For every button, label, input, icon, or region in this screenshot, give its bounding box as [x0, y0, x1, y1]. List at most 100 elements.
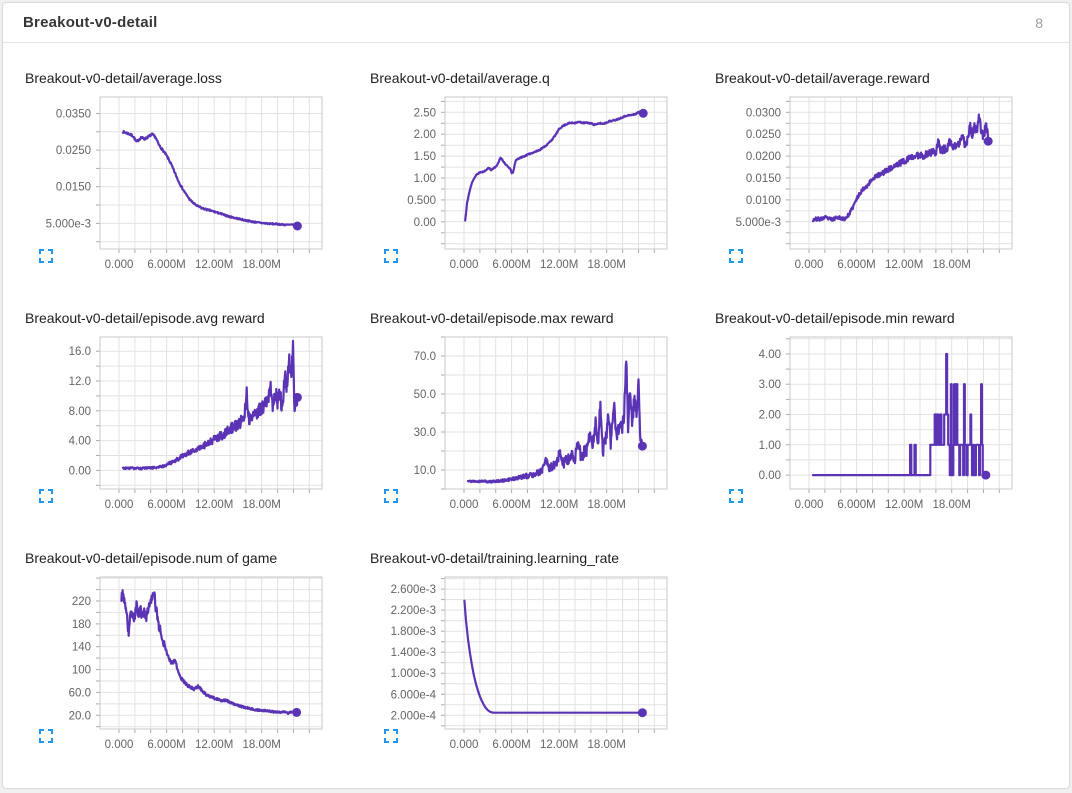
svg-text:12.00M: 12.00M [885, 499, 923, 511]
svg-text:0.000: 0.000 [450, 739, 479, 751]
chart-plot[interactable]: 220 180 140 100 60.0 20.0 0.000 6.000M 12.00M 18.… [15, 567, 338, 763]
svg-text:6.000M: 6.000M [837, 499, 875, 511]
svg-text:0.500: 0.500 [407, 195, 436, 207]
svg-text:16.0: 16.0 [69, 346, 91, 358]
fullscreen-icon[interactable] [729, 489, 743, 503]
fullscreen-icon[interactable] [384, 249, 398, 263]
svg-text:0.0250: 0.0250 [746, 129, 781, 141]
svg-text:60.0: 60.0 [69, 687, 91, 699]
chart-title: Breakout-v0-detail/episode.max reward [370, 310, 614, 326]
svg-text:1.800e-3: 1.800e-3 [391, 626, 436, 638]
chart-card-episode-max-reward: Breakout-v0-detail/episode.max reward 70… [358, 309, 703, 523]
svg-text:12.00M: 12.00M [195, 739, 233, 751]
fullscreen-icon[interactable] [39, 249, 53, 263]
chart-count-badge: 8 [1035, 14, 1043, 31]
svg-text:12.00M: 12.00M [195, 259, 233, 271]
chart-plot[interactable]: 2.600e-3 2.200e-3 1.800e-3 1.400e-3 1.000e-3… [360, 567, 683, 763]
svg-text:50.0: 50.0 [414, 389, 436, 401]
chart-plot[interactable]: 2.50 2.00 1.50 1.00 0.500 0.00 0.000 6.000M 12.0… [360, 87, 683, 283]
svg-text:3.00: 3.00 [759, 379, 781, 391]
svg-text:6.000M: 6.000M [492, 499, 530, 511]
svg-text:12.00M: 12.00M [885, 259, 923, 271]
svg-text:140: 140 [72, 642, 91, 654]
chart-title: Breakout-v0-detail/episode.min reward [715, 310, 955, 326]
svg-text:12.00M: 12.00M [195, 499, 233, 511]
svg-text:4.00: 4.00 [69, 436, 91, 448]
svg-text:30.0: 30.0 [414, 427, 436, 439]
svg-text:18.00M: 18.00M [588, 259, 626, 271]
svg-text:1.000e-3: 1.000e-3 [391, 668, 436, 680]
chart-card-average-reward: Breakout-v0-detail/average.reward 0.0300… [703, 69, 1048, 283]
chart-plot[interactable]: 0.0300 0.0250 0.0200 0.0150 0.0100 5.000e-3 0.… [705, 87, 1028, 283]
chart-card-training-learning-rate: Breakout-v0-detail/training.learning_rat… [358, 549, 703, 763]
svg-text:2.00: 2.00 [759, 410, 781, 422]
svg-text:18.00M: 18.00M [243, 499, 281, 511]
svg-text:0.000: 0.000 [105, 739, 134, 751]
svg-text:5.000e-3: 5.000e-3 [46, 218, 91, 230]
svg-text:0.00: 0.00 [759, 470, 781, 482]
svg-text:6.000M: 6.000M [492, 739, 530, 751]
svg-text:18.00M: 18.00M [588, 739, 626, 751]
fullscreen-icon[interactable] [384, 729, 398, 743]
svg-text:18.00M: 18.00M [243, 259, 281, 271]
svg-text:1.00: 1.00 [759, 440, 781, 452]
svg-text:1.400e-3: 1.400e-3 [391, 647, 436, 659]
fullscreen-icon[interactable] [729, 249, 743, 263]
chart-plot[interactable]: 70.0 50.0 30.0 10.0 0.000 6.000M 12.00M 18.00M [360, 327, 683, 523]
svg-text:0.000: 0.000 [795, 499, 824, 511]
svg-text:0.000: 0.000 [105, 499, 134, 511]
svg-text:2.50: 2.50 [414, 107, 436, 119]
svg-text:6.000M: 6.000M [492, 259, 530, 271]
svg-text:0.0150: 0.0150 [56, 182, 91, 194]
svg-text:12.00M: 12.00M [540, 739, 578, 751]
chart-plot[interactable]: 16.0 12.0 8.00 4.00 0.00 0.000 6.000M 12.00M 18.… [15, 327, 338, 523]
svg-text:12.00M: 12.00M [540, 259, 578, 271]
svg-text:12.00M: 12.00M [540, 499, 578, 511]
chart-card-average-q: Breakout-v0-detail/average.q 2.50 2.00 1.5… [358, 69, 703, 283]
chart-card-episode-num-of-game: Breakout-v0-detail/episode.num of game 2… [13, 549, 358, 763]
chart-title: Breakout-v0-detail/average.loss [25, 70, 222, 86]
svg-text:0.0100: 0.0100 [746, 195, 781, 207]
header-bar: Breakout-v0-detail 8 [3, 3, 1069, 43]
svg-text:18.00M: 18.00M [933, 259, 971, 271]
svg-text:0.0200: 0.0200 [746, 151, 781, 163]
svg-text:8.00: 8.00 [69, 406, 91, 418]
svg-text:1.00: 1.00 [414, 173, 436, 185]
svg-text:100: 100 [72, 665, 91, 677]
svg-text:0.000: 0.000 [105, 259, 134, 271]
chart-card-average-loss: Breakout-v0-detail/average.loss 0.0350 0.… [13, 69, 358, 283]
chart-title: Breakout-v0-detail/average.reward [715, 70, 930, 86]
svg-text:2.000e-4: 2.000e-4 [391, 710, 437, 722]
svg-text:6.000e-4: 6.000e-4 [391, 689, 437, 701]
fullscreen-icon[interactable] [39, 489, 53, 503]
fullscreen-icon[interactable] [39, 729, 53, 743]
svg-text:12.0: 12.0 [69, 376, 91, 388]
chart-plot[interactable]: 4.00 3.00 2.00 1.00 0.00 0.000 6.000M 12.00M 18.… [705, 327, 1028, 523]
chart-title: Breakout-v0-detail/training.learning_rat… [370, 550, 620, 566]
svg-text:6.000M: 6.000M [147, 499, 185, 511]
svg-text:2.200e-3: 2.200e-3 [391, 605, 436, 617]
chart-card-episode-avg-reward: Breakout-v0-detail/episode.avg reward 16… [13, 309, 358, 523]
svg-text:70.0: 70.0 [414, 351, 436, 363]
svg-text:0.000: 0.000 [450, 259, 479, 271]
svg-text:0.000: 0.000 [450, 499, 479, 511]
fullscreen-icon[interactable] [384, 489, 398, 503]
svg-text:0.0150: 0.0150 [746, 173, 781, 185]
svg-text:18.00M: 18.00M [243, 739, 281, 751]
chart-title: Breakout-v0-detail/episode.avg reward [25, 310, 265, 326]
svg-text:6.000M: 6.000M [147, 739, 185, 751]
svg-text:1.50: 1.50 [414, 151, 436, 163]
svg-text:6.000M: 6.000M [837, 259, 875, 271]
chart-title: Breakout-v0-detail/episode.num of game [25, 550, 278, 566]
svg-text:0.0250: 0.0250 [56, 145, 91, 157]
svg-text:2.00: 2.00 [414, 129, 436, 141]
svg-text:18.00M: 18.00M [588, 499, 626, 511]
svg-text:5.000e-3: 5.000e-3 [736, 217, 781, 229]
charts-grid: Breakout-v0-detail/average.loss 0.0350 0.… [3, 43, 1069, 763]
svg-text:20.0: 20.0 [69, 710, 91, 722]
svg-text:2.600e-3: 2.600e-3 [391, 584, 436, 596]
svg-text:0.0350: 0.0350 [56, 109, 91, 121]
svg-text:10.0: 10.0 [414, 465, 436, 477]
svg-text:4.00: 4.00 [759, 349, 781, 361]
chart-plot[interactable]: 0.0350 0.0250 0.0150 5.000e-3 0.000 6.000M 12.… [15, 87, 338, 283]
